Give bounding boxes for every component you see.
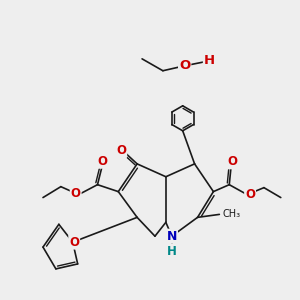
Text: H: H (204, 54, 215, 67)
Text: O: O (245, 188, 255, 201)
Text: O: O (98, 155, 107, 168)
Text: N: N (167, 230, 177, 243)
Text: O: O (71, 187, 81, 200)
Text: H: H (167, 244, 177, 258)
Text: CH₃: CH₃ (223, 209, 241, 219)
Text: O: O (179, 59, 190, 72)
Text: O: O (228, 155, 238, 168)
Text: O: O (116, 144, 126, 157)
Text: O: O (69, 236, 79, 249)
